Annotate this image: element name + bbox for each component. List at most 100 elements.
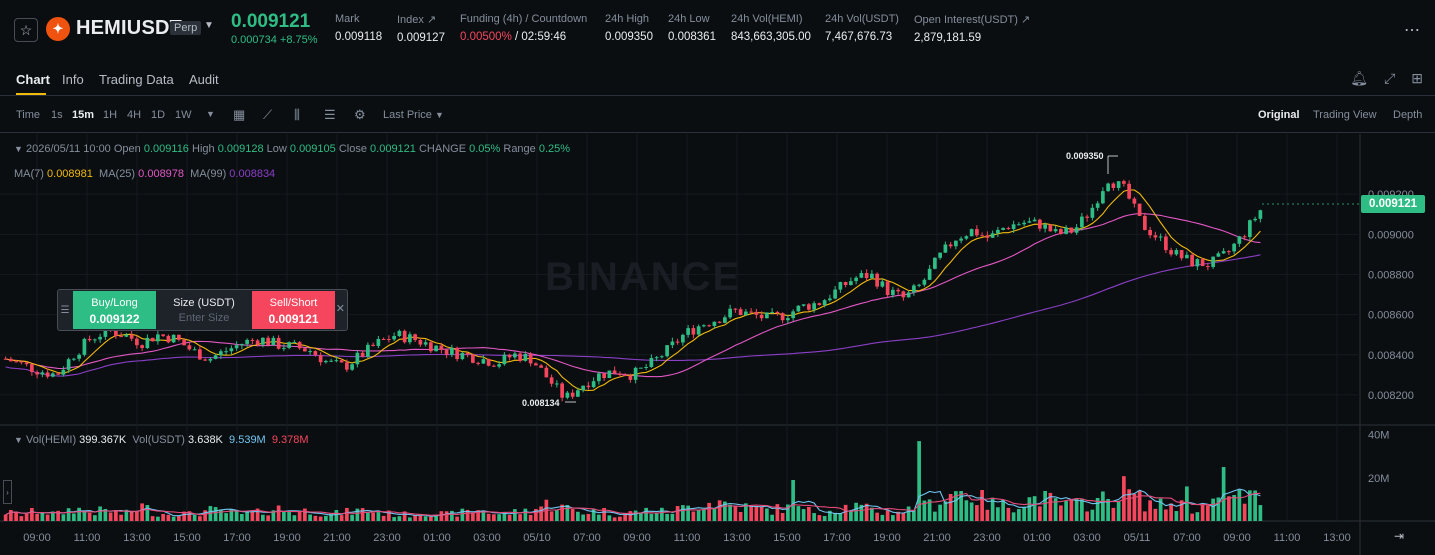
symbol-name[interactable]: HEMIUSDT xyxy=(76,17,183,39)
volume-bar xyxy=(570,508,575,521)
volume-bar xyxy=(1111,507,1116,521)
stat-index[interactable]: Index ↗ 0.009127 xyxy=(397,13,445,44)
size-input[interactable]: Size (USDT) Enter Size xyxy=(157,291,251,329)
settings-list-icon[interactable]: ☰ xyxy=(324,107,336,122)
candle-body xyxy=(402,330,407,343)
tab-audit[interactable]: Audit xyxy=(189,72,219,87)
legend-range-label: Range xyxy=(503,143,536,155)
volume-bar xyxy=(1237,489,1242,521)
stat-open-interest[interactable]: Open Interest(USDT) ↗ 2,879,181.59 xyxy=(914,13,1030,44)
interval-1w[interactable]: 1W xyxy=(175,109,192,121)
volume-bar xyxy=(371,512,375,521)
volume-bar xyxy=(1169,503,1173,521)
volume-bar xyxy=(1143,511,1147,521)
x-tick-label: 07:00 xyxy=(573,532,601,544)
volume-bar xyxy=(696,510,701,521)
volume-bar xyxy=(250,511,255,521)
interval-1h[interactable]: 1H xyxy=(103,109,118,121)
candle-body xyxy=(796,305,801,312)
y-tick-label: 0.008800 xyxy=(1368,269,1414,281)
tab-trading-data[interactable]: Trading Data xyxy=(99,72,174,87)
candle-body xyxy=(1095,203,1100,208)
x-tick-label: 21:00 xyxy=(923,532,951,544)
volume-bar xyxy=(56,510,60,521)
more-options-icon[interactable]: ⋯ xyxy=(1404,22,1421,39)
volume-bar xyxy=(586,513,591,521)
candle-body xyxy=(418,340,423,345)
view-original[interactable]: Original xyxy=(1258,109,1300,121)
candle-body xyxy=(1111,183,1116,188)
price-chart[interactable]: 0.0092000.0090000.0088000.0086000.008400… xyxy=(0,134,1435,555)
view-depth[interactable]: Depth xyxy=(1393,109,1423,121)
drag-handle-icon[interactable]: ☰ xyxy=(60,304,70,316)
collapse-panel-icon[interactable]: › xyxy=(3,480,12,504)
legend-low-label: Low xyxy=(266,143,287,155)
interval-1s[interactable]: 1s xyxy=(51,109,63,121)
x-tick-label: 13:00 xyxy=(1323,532,1351,544)
interval-15m[interactable]: 15m xyxy=(72,109,95,121)
volume-bar xyxy=(555,510,559,521)
candle-body xyxy=(770,312,774,314)
interval-1d[interactable]: 1D xyxy=(151,109,166,121)
tab-info[interactable]: Info xyxy=(62,72,84,87)
volume-bar xyxy=(896,511,900,521)
volume-bar xyxy=(1090,509,1095,521)
volume-bar xyxy=(686,505,690,521)
candle-body xyxy=(455,347,459,360)
candle-body xyxy=(843,282,848,285)
volume-bar xyxy=(922,500,927,521)
chevron-down-icon[interactable]: ▼ xyxy=(14,435,23,445)
volume-bar xyxy=(1158,498,1163,521)
fullscreen-expand-icon[interactable]: ⤢ xyxy=(1384,70,1396,86)
chevron-down-icon[interactable]: ▼ xyxy=(14,144,23,154)
candle-body xyxy=(208,358,213,361)
alert-bell-icon[interactable]: 🔔︎ xyxy=(1350,70,1369,86)
buy-long-button[interactable]: Buy/Long 0.009122 xyxy=(73,291,156,329)
volume-bar xyxy=(150,516,155,521)
candle-body xyxy=(1080,216,1084,228)
price-type-select[interactable]: Last Price ▼ xyxy=(383,109,444,121)
volume-bar xyxy=(240,514,244,521)
sell-short-button[interactable]: Sell/Short 0.009121 xyxy=(252,291,335,329)
volume-bar xyxy=(633,510,638,521)
buy-label: Buy/Long xyxy=(91,297,138,309)
x-tick-label: 15:00 xyxy=(773,532,801,544)
candle-body xyxy=(318,355,323,363)
candle-body xyxy=(660,356,664,358)
candle-body xyxy=(560,383,564,398)
view-trading-view[interactable]: Trading View xyxy=(1313,109,1377,121)
indicator-icon[interactable]: ⟋ xyxy=(263,107,273,122)
candle-body xyxy=(187,345,192,350)
symbol-dropdown-chevron-icon[interactable]: ▼ xyxy=(204,20,214,31)
volume-bar xyxy=(791,479,795,521)
volume-bar xyxy=(581,514,585,521)
volume-bar xyxy=(597,514,601,521)
volume-bar xyxy=(759,506,764,521)
candle-body xyxy=(665,345,669,357)
volume-bar xyxy=(171,516,176,521)
interval-dropdown-chevron-icon[interactable]: ▼ xyxy=(206,109,215,119)
gear-icon[interactable]: ⚙ xyxy=(354,107,366,122)
volume-bar xyxy=(402,511,407,521)
volume-bar xyxy=(124,509,129,521)
volume-bar xyxy=(486,513,491,521)
volume-bar xyxy=(917,441,921,521)
volume-bar xyxy=(455,516,459,521)
volume-bar xyxy=(297,511,302,521)
tab-chart[interactable]: Chart xyxy=(16,72,50,87)
active-tab-indicator xyxy=(16,93,46,95)
sell-label: Sell/Short xyxy=(269,297,318,309)
layout-grid-icon[interactable]: ⊞ xyxy=(1411,70,1423,86)
volume-bar xyxy=(765,508,769,521)
chart-type-icon[interactable]: ⫼ xyxy=(294,107,300,122)
volume-bar xyxy=(812,513,816,521)
volume-bar xyxy=(177,516,181,521)
volume-bar xyxy=(19,516,24,521)
favorite-star-icon[interactable]: ☆ xyxy=(14,18,38,42)
interval-4h[interactable]: 4H xyxy=(127,109,142,121)
candle-body xyxy=(444,349,449,355)
x-tick-label: 07:00 xyxy=(1173,532,1201,544)
calendar-icon[interactable]: ▦ xyxy=(233,107,246,122)
close-icon[interactable]: ✕ xyxy=(335,303,345,315)
fit-screen-icon[interactable]: ⇥ xyxy=(1394,529,1405,543)
